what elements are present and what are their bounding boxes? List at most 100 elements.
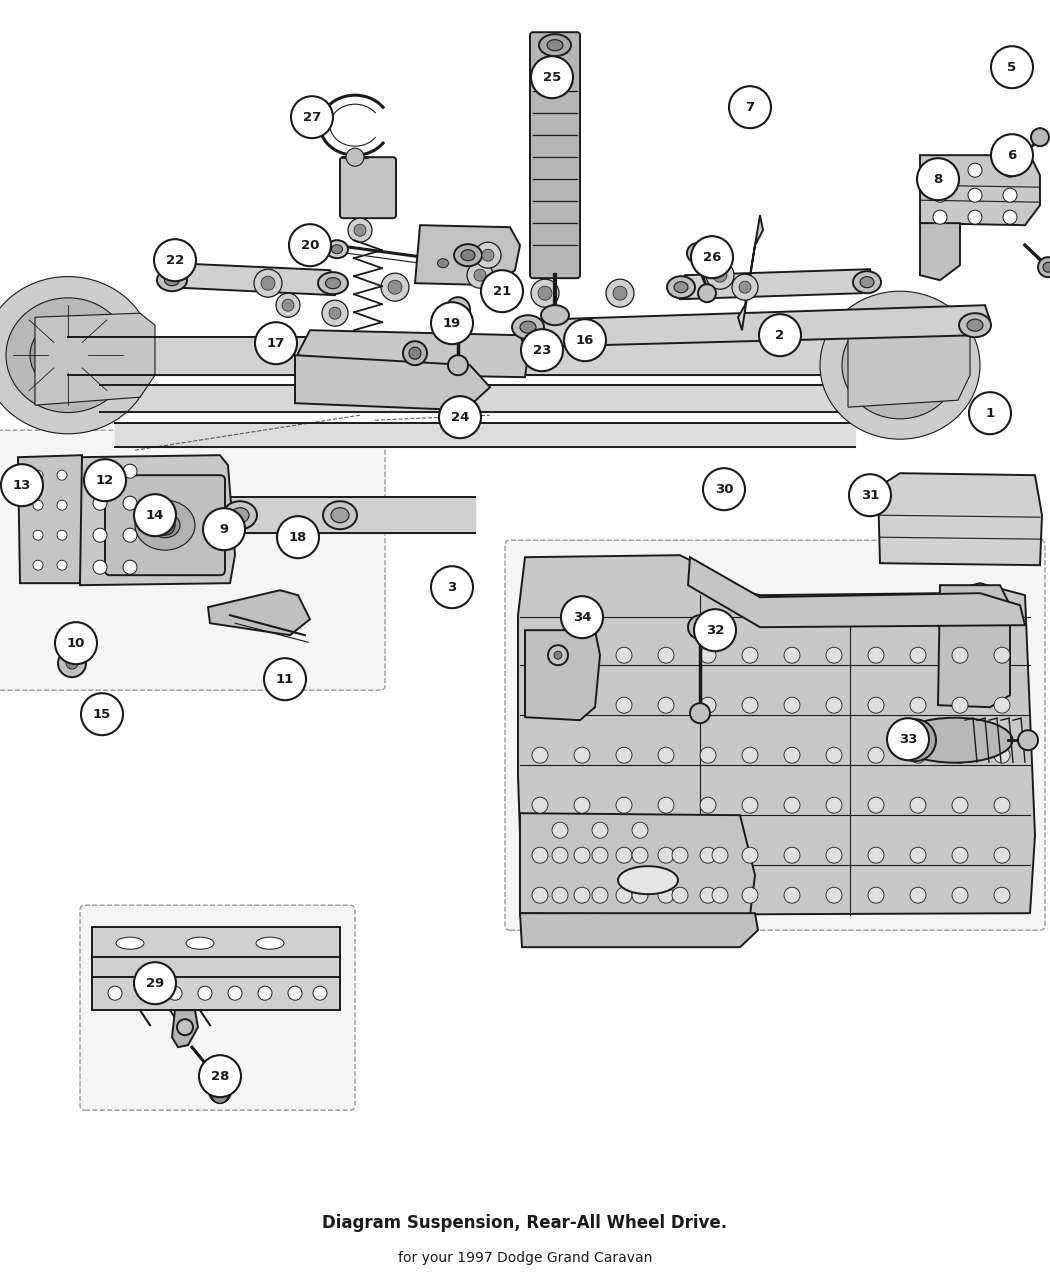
Circle shape — [952, 847, 968, 863]
Ellipse shape — [967, 319, 983, 331]
Polygon shape — [738, 216, 763, 331]
Circle shape — [532, 888, 548, 903]
Polygon shape — [172, 1010, 198, 1047]
Circle shape — [672, 847, 688, 863]
Circle shape — [1, 465, 43, 506]
Polygon shape — [168, 263, 338, 295]
Circle shape — [712, 888, 728, 903]
Circle shape — [968, 211, 982, 225]
Circle shape — [552, 888, 568, 903]
Text: 32: 32 — [706, 623, 724, 637]
Circle shape — [57, 501, 67, 511]
Ellipse shape — [116, 937, 144, 949]
Circle shape — [322, 300, 348, 326]
Circle shape — [123, 529, 136, 543]
Circle shape — [917, 158, 959, 200]
Text: 14: 14 — [146, 508, 164, 522]
Circle shape — [616, 747, 632, 764]
Circle shape — [261, 276, 275, 290]
Ellipse shape — [667, 276, 695, 299]
Circle shape — [57, 530, 67, 540]
Ellipse shape — [618, 866, 678, 894]
Circle shape — [564, 319, 606, 361]
Text: 16: 16 — [575, 333, 594, 346]
Text: 23: 23 — [532, 344, 551, 356]
Circle shape — [994, 747, 1010, 764]
FancyBboxPatch shape — [505, 540, 1045, 930]
Ellipse shape — [820, 291, 980, 439]
Polygon shape — [78, 455, 235, 585]
Text: 28: 28 — [211, 1070, 229, 1083]
FancyBboxPatch shape — [80, 905, 355, 1110]
Circle shape — [66, 658, 78, 669]
Text: 29: 29 — [146, 977, 164, 990]
Circle shape — [1018, 730, 1038, 750]
Circle shape — [277, 516, 319, 558]
Text: 25: 25 — [543, 70, 561, 84]
Circle shape — [93, 561, 107, 575]
Circle shape — [849, 474, 891, 516]
Circle shape — [33, 501, 43, 511]
Circle shape — [784, 847, 800, 863]
Ellipse shape — [454, 244, 482, 266]
Circle shape — [258, 986, 272, 1000]
Text: 26: 26 — [702, 250, 721, 263]
Polygon shape — [520, 813, 755, 916]
Circle shape — [784, 888, 800, 903]
Circle shape — [994, 888, 1010, 903]
Ellipse shape — [30, 321, 106, 391]
Circle shape — [554, 651, 562, 659]
Circle shape — [592, 888, 608, 903]
Circle shape — [282, 299, 294, 312]
Circle shape — [538, 286, 552, 300]
Ellipse shape — [865, 333, 934, 397]
Circle shape — [742, 747, 758, 764]
Ellipse shape — [860, 277, 874, 287]
Circle shape — [388, 280, 402, 294]
Polygon shape — [920, 156, 1040, 225]
Text: 18: 18 — [289, 531, 308, 544]
Circle shape — [826, 647, 842, 663]
Text: 6: 6 — [1007, 148, 1016, 162]
Text: 27: 27 — [302, 111, 321, 124]
Circle shape — [198, 986, 212, 1000]
Circle shape — [1003, 163, 1017, 178]
Circle shape — [868, 647, 884, 663]
Circle shape — [826, 797, 842, 813]
Circle shape — [200, 1055, 242, 1097]
Circle shape — [346, 148, 364, 166]
Circle shape — [574, 847, 590, 863]
Ellipse shape — [885, 351, 915, 379]
Circle shape — [706, 262, 734, 289]
Circle shape — [439, 396, 481, 438]
Circle shape — [868, 847, 884, 863]
Circle shape — [574, 747, 590, 764]
Circle shape — [784, 797, 800, 813]
Circle shape — [521, 329, 563, 372]
Circle shape — [474, 269, 486, 281]
Circle shape — [448, 355, 468, 375]
Circle shape — [742, 888, 758, 903]
Circle shape — [154, 239, 196, 281]
Polygon shape — [518, 555, 1035, 916]
Circle shape — [228, 986, 242, 1000]
Circle shape — [33, 530, 43, 540]
Polygon shape — [848, 317, 970, 407]
Polygon shape — [295, 355, 490, 410]
Circle shape — [994, 847, 1010, 863]
Polygon shape — [677, 269, 872, 299]
Circle shape — [93, 465, 107, 478]
Circle shape — [704, 469, 745, 511]
Circle shape — [57, 561, 67, 571]
Circle shape — [933, 211, 947, 225]
Ellipse shape — [150, 512, 180, 538]
Ellipse shape — [547, 40, 563, 51]
Text: 22: 22 — [166, 254, 184, 267]
Circle shape — [33, 561, 43, 571]
Circle shape — [1031, 128, 1049, 146]
Circle shape — [991, 46, 1033, 88]
Circle shape — [910, 647, 926, 663]
Circle shape — [606, 280, 634, 308]
Circle shape — [952, 697, 968, 713]
Circle shape — [688, 616, 712, 640]
